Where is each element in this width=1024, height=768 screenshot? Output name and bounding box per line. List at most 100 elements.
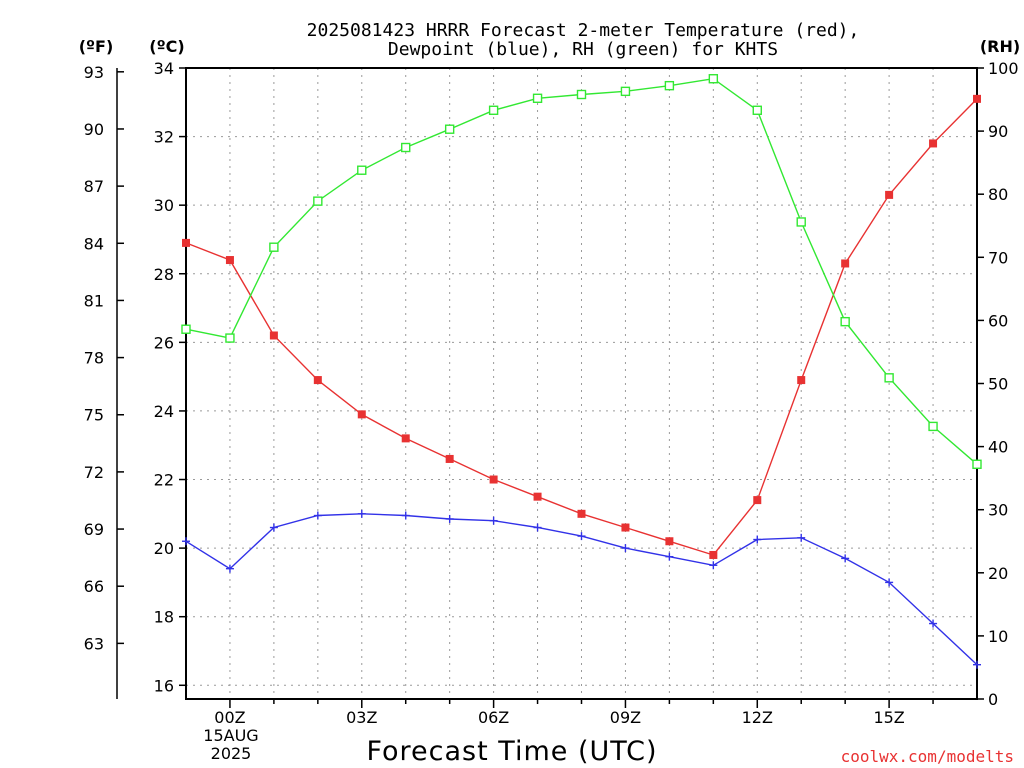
- fahrenheit-tick-label: 78: [84, 349, 104, 368]
- x-tick-label: 09Z: [610, 708, 641, 727]
- data-point: [665, 552, 674, 561]
- data-point: [621, 523, 630, 532]
- data-point: [225, 256, 234, 265]
- x-tick-label: 12Z: [742, 708, 773, 727]
- fahrenheit-tick-label: 63: [84, 634, 104, 653]
- fahrenheit-tick-label: 93: [84, 63, 104, 82]
- data-point: [445, 514, 454, 523]
- data-point: [840, 316, 850, 327]
- fahrenheit-tick-label: 84: [84, 234, 104, 253]
- data-point: [885, 578, 894, 587]
- celsius-tick-label: 16: [154, 676, 174, 695]
- data-point: [664, 80, 675, 91]
- fahrenheit-tick-label: 87: [84, 177, 104, 196]
- x-axis-title: Forecast Time (UTC): [366, 736, 657, 767]
- data-point: [357, 410, 366, 419]
- series-layer: [181, 74, 982, 669]
- rh-tick-label: 50: [988, 375, 1008, 394]
- data-point: [313, 196, 323, 206]
- fahrenheit-tick-label: 81: [84, 291, 104, 310]
- celsius-tick-label: 34: [154, 59, 174, 78]
- data-point: [577, 532, 586, 541]
- fahrenheit-tick-label: 69: [84, 520, 104, 539]
- data-point: [533, 492, 542, 501]
- fahrenheit-tick-label: 90: [84, 120, 104, 139]
- x-tick-label: 15Z: [873, 708, 904, 727]
- rh-unit-label: (RH): [980, 37, 1020, 56]
- celsius-unit-label: (ºC): [149, 37, 184, 56]
- fahrenheit-tick-label: 66: [84, 577, 104, 596]
- data-point: [708, 74, 719, 84]
- data-point: [972, 459, 982, 469]
- data-point: [313, 376, 322, 385]
- data-point: [709, 561, 718, 570]
- data-point: [488, 105, 499, 115]
- data-point: [577, 509, 586, 518]
- data-point: [489, 516, 498, 525]
- rh-tick-label: 60: [988, 311, 1008, 330]
- data-point: [182, 537, 190, 546]
- x-tick-label: 03Z: [346, 708, 377, 727]
- data-point: [929, 619, 938, 628]
- celsius-tick-label: 20: [154, 539, 174, 558]
- data-point: [796, 217, 806, 227]
- data-point: [929, 139, 938, 148]
- celsius-tick-label: 18: [154, 608, 174, 627]
- data-point: [885, 190, 894, 199]
- data-point: [841, 259, 850, 268]
- data-point: [444, 124, 455, 134]
- celsius-tick-label: 24: [154, 402, 174, 421]
- x-tick-label: 06Z: [478, 708, 509, 727]
- fahrenheit-tick-label: 72: [84, 463, 104, 482]
- rh-tick-label: 0: [988, 690, 998, 709]
- rh-tick-label: 20: [988, 564, 1008, 583]
- data-point: [182, 238, 190, 247]
- data-point: [884, 373, 894, 383]
- data-point: [225, 333, 235, 343]
- data-point: [841, 554, 850, 563]
- data-point: [620, 86, 631, 97]
- data-point: [533, 523, 542, 532]
- celsius-tick-label: 28: [154, 265, 174, 284]
- watermark: coolwx.com/modelts: [841, 747, 1014, 766]
- data-point: [225, 564, 234, 573]
- axes: 16 18 20 22 24 26 28 30 32 34 63 66 69 72 75 78 81 84 87 90…: [84, 59, 1019, 727]
- celsius-tick-label: 26: [154, 333, 174, 352]
- date-label-line1: 15AUG: [203, 726, 258, 745]
- data-point: [752, 105, 762, 115]
- data-point: [313, 511, 322, 520]
- rh-tick-label: 40: [988, 438, 1008, 457]
- data-point: [357, 165, 367, 175]
- chart-title-line2: Dewpoint (blue), RH (green) for KHTS: [388, 39, 778, 60]
- data-point: [665, 537, 674, 546]
- rh-tick-label: 30: [988, 501, 1008, 520]
- x-tick-label: 00Z: [214, 708, 245, 727]
- data-point: [269, 242, 279, 252]
- data-point: [489, 475, 498, 484]
- data-point: [401, 142, 411, 153]
- data-point: [576, 89, 587, 100]
- celsius-tick-label: 30: [154, 196, 174, 215]
- data-point: [401, 434, 410, 443]
- chart-title-line1: 2025081423 HRRR Forecast 2-meter Tempera…: [307, 20, 860, 41]
- data-point: [973, 94, 981, 103]
- celsius-tick-label: 32: [154, 128, 174, 147]
- data-point: [973, 660, 981, 669]
- rh-tick-label: 80: [988, 185, 1008, 204]
- rh-tick-label: 100: [988, 59, 1019, 78]
- data-point: [797, 376, 806, 385]
- data-point: [357, 509, 366, 518]
- data-point: [401, 511, 410, 520]
- rh-tick-label: 10: [988, 627, 1008, 646]
- data-point: [797, 533, 806, 542]
- rh-tick-label: 70: [988, 248, 1008, 267]
- rh-tick-label: 90: [988, 122, 1008, 141]
- fahrenheit-unit-label: (ºF): [79, 37, 114, 56]
- data-point: [928, 421, 938, 432]
- data-point: [269, 523, 278, 532]
- celsius-tick-label: 22: [154, 471, 174, 490]
- data-point: [753, 535, 762, 544]
- data-point: [709, 550, 718, 559]
